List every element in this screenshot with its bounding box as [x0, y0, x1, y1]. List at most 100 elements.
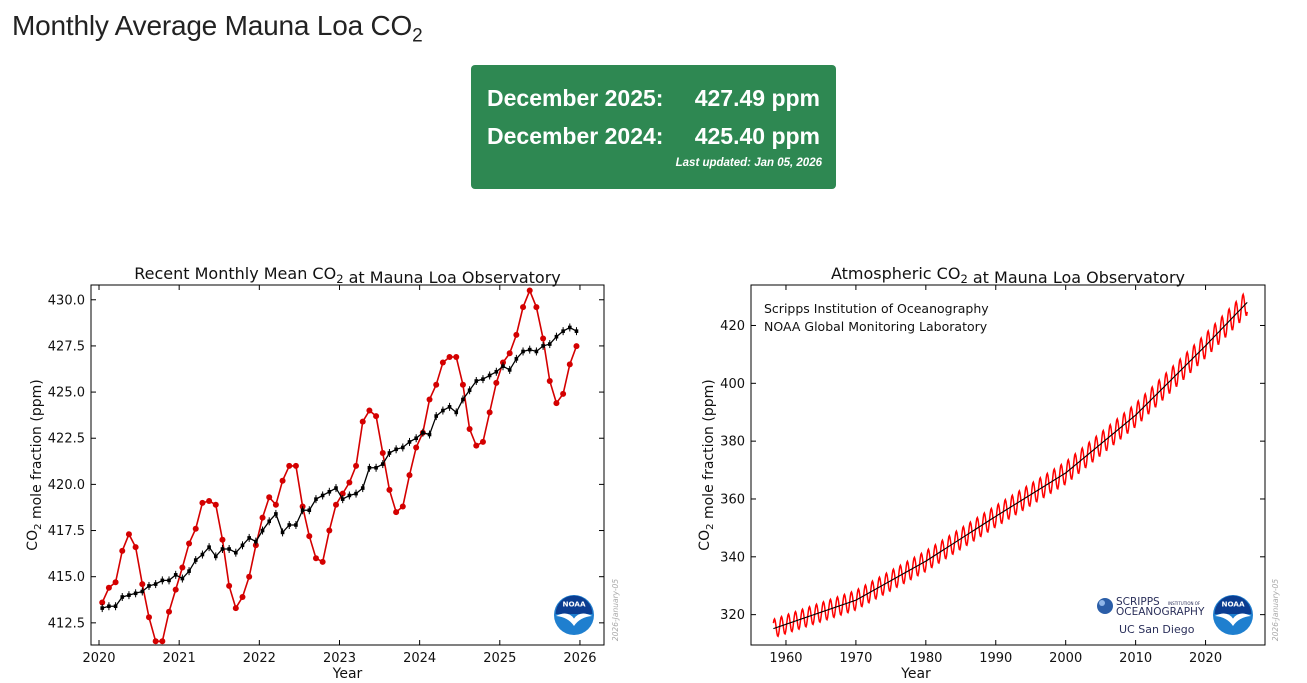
monthly-mean-point — [486, 409, 493, 416]
monthly-mean-point — [272, 501, 279, 508]
deseasonalized-point — [227, 547, 231, 551]
y-tick-label: 412.5 — [48, 616, 85, 631]
deseasonalized-point — [314, 497, 318, 501]
y-tick-label: 425.0 — [48, 386, 85, 401]
deseasonalized-point — [133, 591, 138, 596]
monthly-mean-point — [286, 462, 293, 469]
recent-co2-chart: Recent Monthly Mean CO2 at Mauna Loa Obs… — [25, 264, 620, 682]
monthly-mean-point — [346, 479, 353, 486]
page-title-text: Monthly Average Mauna Loa CO — [12, 10, 413, 41]
deseasonalized-point — [454, 410, 459, 415]
y-tick-label: 420.0 — [48, 478, 85, 493]
monthly-mean-point — [319, 558, 326, 565]
monthly-mean-point — [105, 584, 112, 591]
monthly-mean-point — [446, 354, 453, 360]
monthly-mean-point — [172, 586, 179, 593]
deseasonalized-point — [401, 445, 405, 450]
deseasonalized-point — [541, 344, 545, 348]
plot-frame — [90, 284, 605, 646]
y-tick-label: 380 — [720, 435, 745, 450]
last-updated-text: Last updated: Jan 05, 2026 — [675, 157, 822, 169]
y-tick-label: 320 — [720, 608, 745, 623]
monthly-mean-point — [125, 531, 132, 538]
deseasonalized-point — [127, 593, 131, 597]
y-axis-label: CO2 mole fraction (ppm) — [697, 379, 717, 550]
x-tick-label: 1990 — [979, 651, 1012, 666]
noaa-logo-text: NOAA — [1221, 600, 1244, 609]
monthly-mean-point — [279, 477, 286, 484]
deseasonalized-point — [147, 584, 151, 588]
y-tick-label: 422.5 — [48, 432, 85, 447]
deseasonalized-point — [287, 523, 292, 527]
y-tick-label: 360 — [720, 492, 745, 507]
deseasonalized-point — [474, 379, 479, 383]
chart-title: Recent Monthly Mean CO2 at Mauna Loa Obs… — [134, 264, 561, 287]
deseasonalized-point — [260, 528, 265, 533]
monthly-mean-point — [199, 499, 206, 506]
summary-current-label: December 2025: — [487, 85, 664, 111]
deseasonalized-point — [340, 497, 345, 501]
x-tick-label: 2024 — [403, 651, 436, 666]
monthly-mean-point — [386, 486, 393, 493]
noaa-logo: NOAA — [554, 595, 594, 635]
date-stamp: 2026-January-05 — [611, 579, 620, 641]
deseasonalized-point — [274, 512, 278, 516]
deseasonalized-point — [360, 486, 365, 490]
monthly-mean-point — [186, 540, 193, 547]
monthly-mean-point — [553, 400, 560, 407]
deseasonalized-point — [527, 347, 532, 352]
monthly-mean-point — [212, 501, 219, 508]
annotation-scripps: Scripps Institution of Oceanography — [764, 301, 989, 316]
scripps-globe-icon — [1097, 598, 1113, 614]
monthly-mean-point — [566, 361, 573, 368]
monthly-mean-point — [246, 573, 253, 580]
deseasonalized-point — [394, 447, 398, 452]
deseasonalized-point — [207, 545, 211, 549]
monthly-mean-point — [99, 599, 106, 606]
longterm-co2-chart: Atmospheric CO2 at Mauna Loa Observatory… — [697, 264, 1280, 682]
x-tick-label: 1960 — [769, 651, 802, 666]
deseasonalized-point — [574, 329, 579, 333]
monthly-mean-point — [533, 304, 540, 311]
x-tick-label: 2000 — [1049, 651, 1082, 666]
y-tick-label: 340 — [720, 550, 745, 565]
monthly-mean-point — [399, 503, 406, 510]
monthly-mean-point — [353, 462, 360, 469]
monthly-mean-point — [413, 444, 420, 451]
page-title-subscript: 2 — [412, 25, 423, 47]
x-tick-label: 2020 — [1189, 651, 1222, 666]
x-tick-label: 1970 — [839, 651, 872, 666]
x-tick-label: 2023 — [323, 651, 356, 666]
monthly-mean-point — [426, 396, 433, 403]
scripps-globe-highlight — [1099, 600, 1105, 606]
monthly-mean-point — [145, 614, 152, 621]
monthly-mean-point — [152, 638, 159, 645]
deseasonalized-point — [320, 493, 325, 498]
date-stamp: 2026-January-05 — [1271, 579, 1280, 641]
monthly-mean-point — [339, 490, 346, 497]
deseasonalized-point — [107, 604, 111, 609]
chart-title: Atmospheric CO2 at Mauna Loa Observatory — [831, 264, 1185, 287]
y-tick-label: 427.5 — [48, 339, 85, 354]
monthly-mean-point — [540, 335, 547, 342]
monthly-mean-point — [379, 450, 386, 456]
deseasonalized-point — [307, 508, 312, 513]
monthly-mean-point — [139, 581, 146, 588]
co2-summary-box: December 2025: 427.49 ppm December 2024:… — [471, 65, 836, 189]
deseasonalized-point — [213, 554, 218, 559]
page-title: Monthly Average Mauna Loa CO2 — [12, 10, 423, 48]
monthly-mean-point — [159, 638, 166, 645]
y-tick-label: 400 — [720, 377, 745, 392]
deseasonalized-point — [220, 547, 225, 551]
monthly-mean-point — [513, 331, 520, 338]
trend-line — [773, 301, 1248, 630]
x-tick-label: 2020 — [82, 651, 115, 666]
deseasonalized-point — [193, 558, 198, 562]
summary-previous-value: 425.40 ppm — [694, 123, 820, 149]
monthly-mean-point — [259, 514, 266, 521]
y-tick-label: 415.0 — [48, 570, 85, 585]
x-tick-label: 2021 — [163, 651, 196, 666]
deseasonalized-point — [234, 550, 238, 555]
deseasonalized-point — [481, 377, 485, 381]
